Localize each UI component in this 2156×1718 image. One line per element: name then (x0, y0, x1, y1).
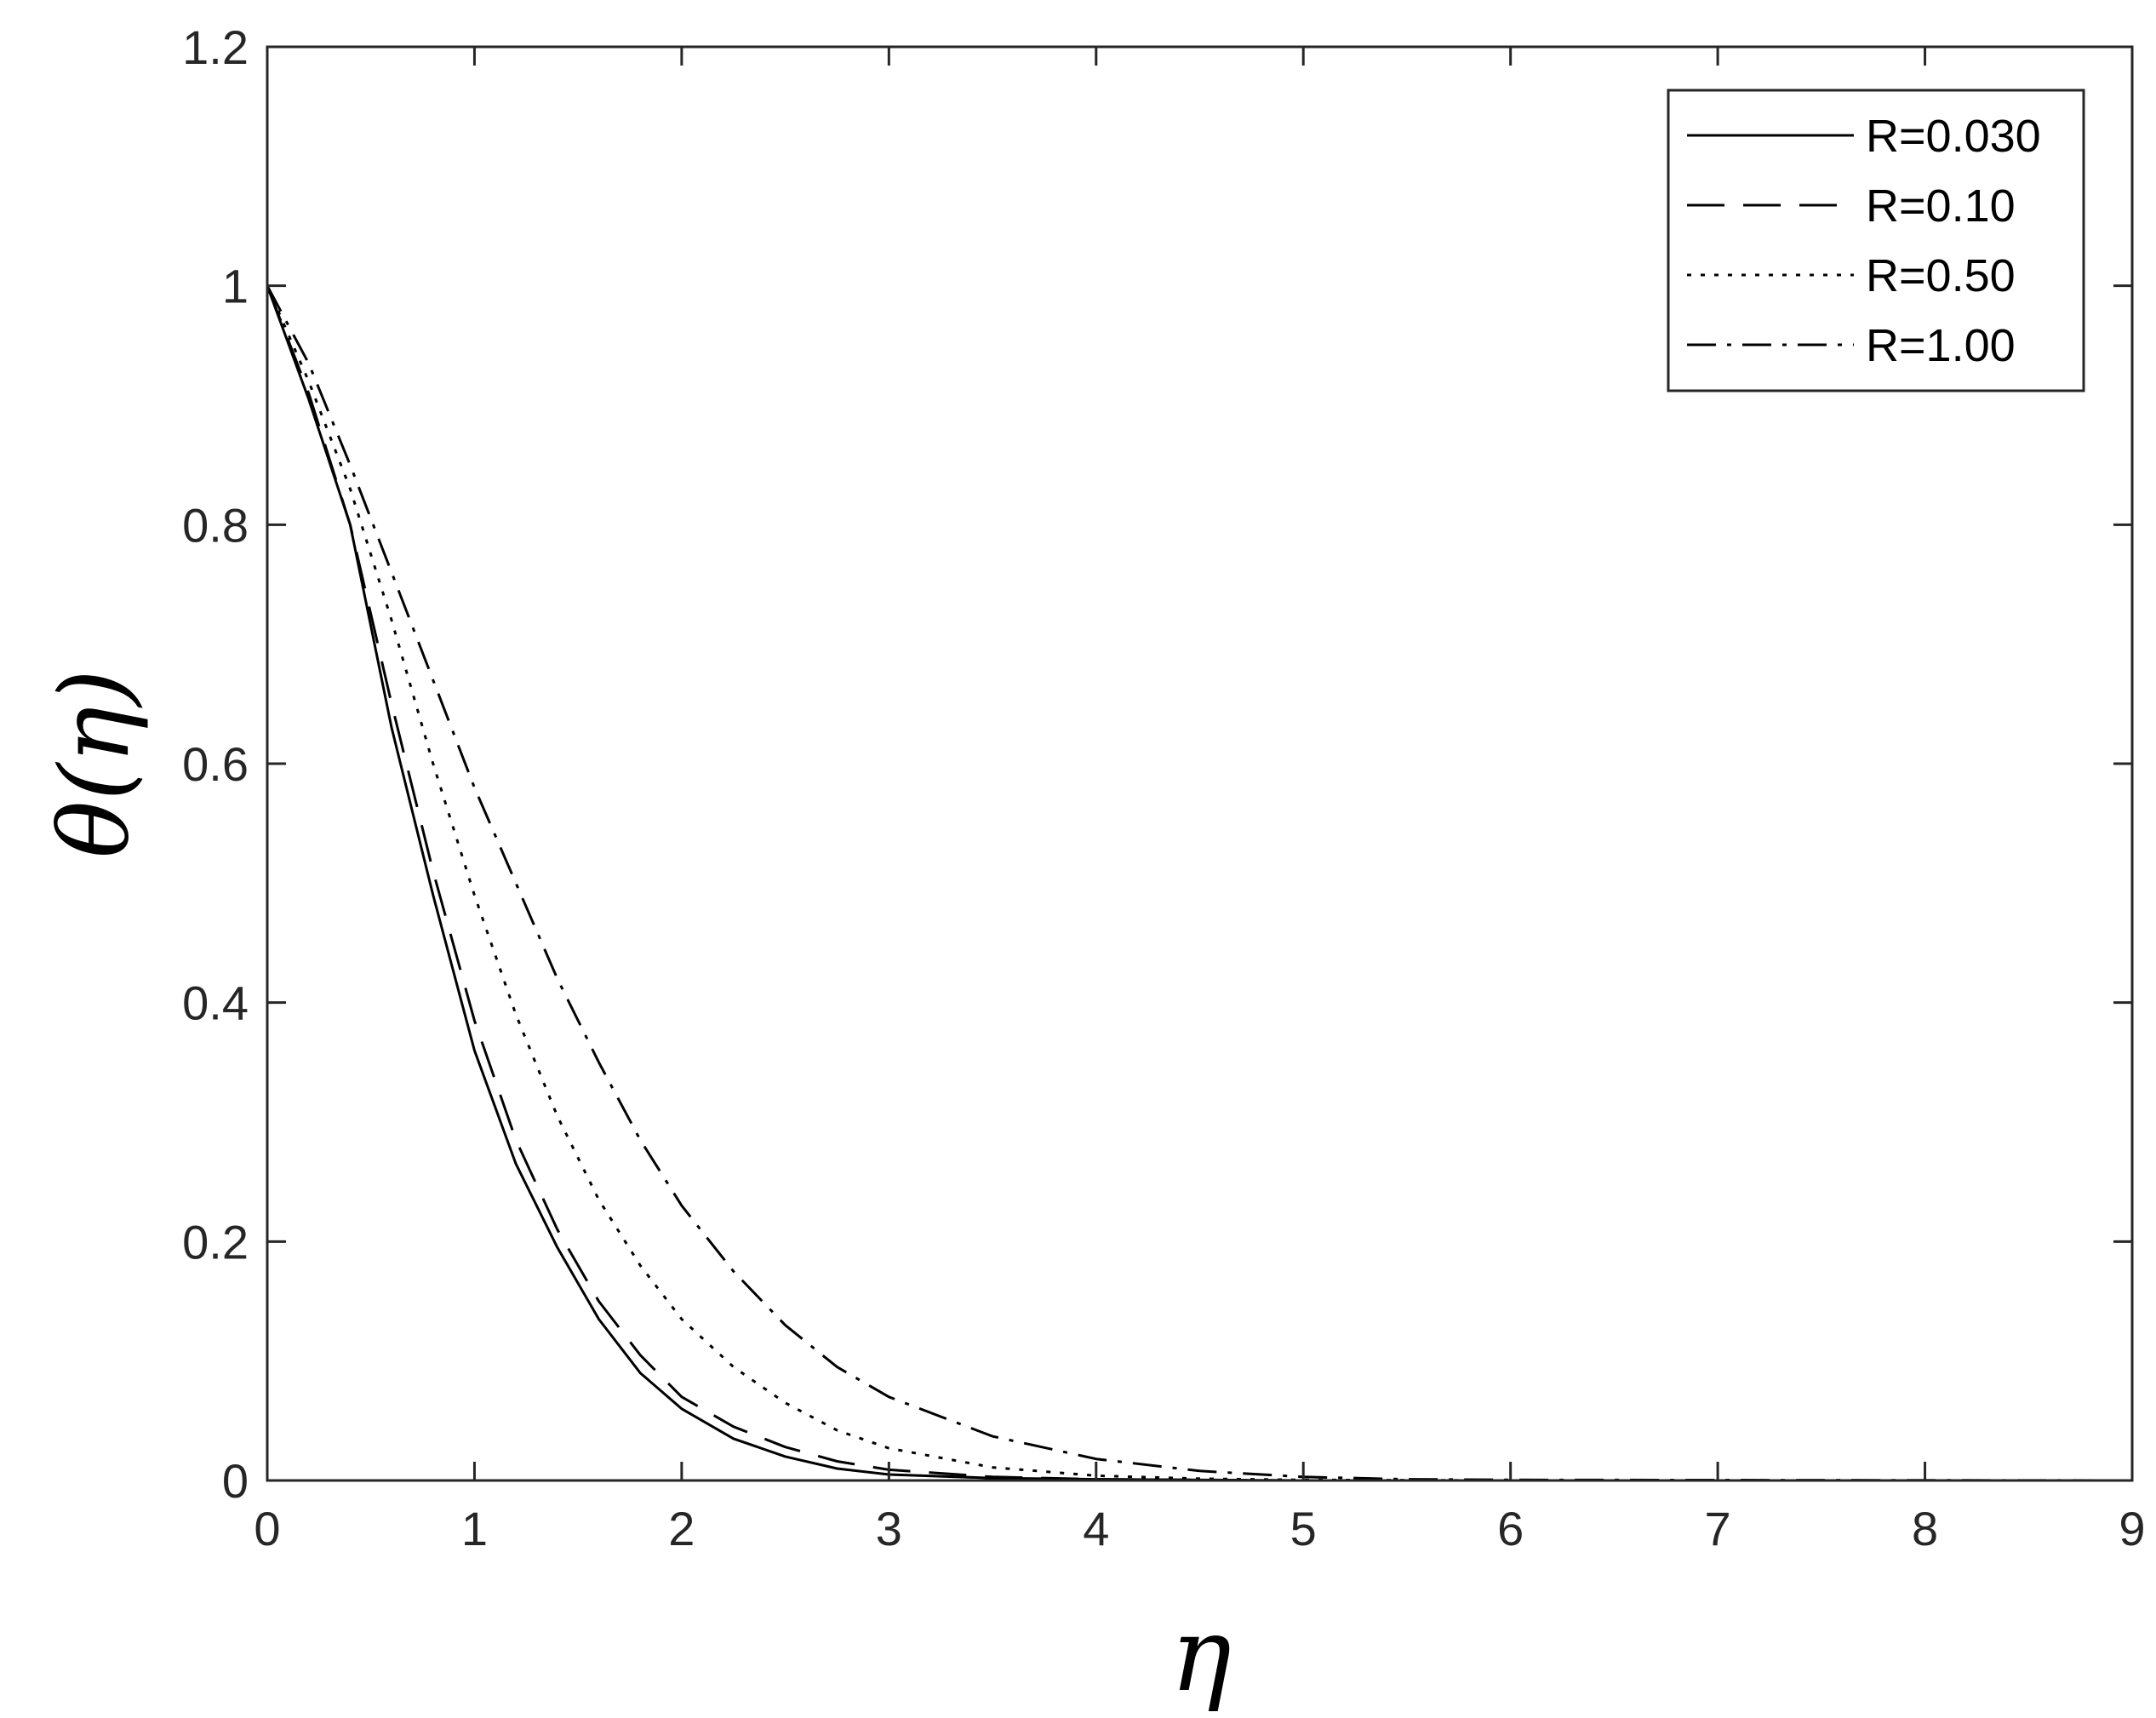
series-line-3 (266, 285, 2132, 1482)
y-tick-label: 1.2 (182, 20, 249, 74)
x-tick-label: 9 (2119, 1502, 2145, 1555)
y-tick-label: 0.6 (182, 737, 249, 791)
x-tick-label: 7 (1705, 1502, 1731, 1555)
y-axis-title: θ(η) (40, 669, 151, 858)
x-tick-label: 2 (668, 1502, 695, 1555)
x-tick-label: 1 (461, 1502, 488, 1555)
x-tick-label: 6 (1497, 1502, 1524, 1555)
series-layer (266, 284, 2133, 1482)
legend: R=0.030 R=0.10 R=0.50 R=1.00 (1667, 89, 2085, 392)
series-line-1 (266, 285, 2132, 1482)
x-tick-label: 4 (1083, 1502, 1109, 1555)
series-line-2 (266, 285, 2132, 1482)
tick-layer: 0 1 2 3 4 5 6 7 8 9 0 0.2 0.4 0.6 0.8 1 1.2 (182, 20, 2145, 1555)
x-tick-label: 3 (876, 1502, 902, 1555)
legend-label-4: R=1.00 (1866, 320, 2016, 371)
y-tick-label: 0.2 (182, 1215, 249, 1268)
x-tick-label: 0 (254, 1502, 280, 1555)
legend-label-2: R=0.10 (1866, 180, 2016, 232)
legend-box (1667, 89, 2085, 392)
y-tick-label: 1 (222, 260, 249, 313)
series-line-4 (266, 284, 2133, 1482)
x-axis-title: η (1170, 1596, 1232, 1715)
legend-label-1: R=0.030 (1866, 111, 2041, 162)
legend-label-3: R=0.50 (1866, 250, 2016, 301)
x-tick-label: 8 (1912, 1502, 1938, 1555)
x-tick-label: 5 (1290, 1502, 1317, 1555)
y-tick-label: 0.8 (182, 498, 249, 552)
y-tick-label: 0 (222, 1454, 249, 1508)
y-tick-label: 0.4 (182, 976, 249, 1030)
